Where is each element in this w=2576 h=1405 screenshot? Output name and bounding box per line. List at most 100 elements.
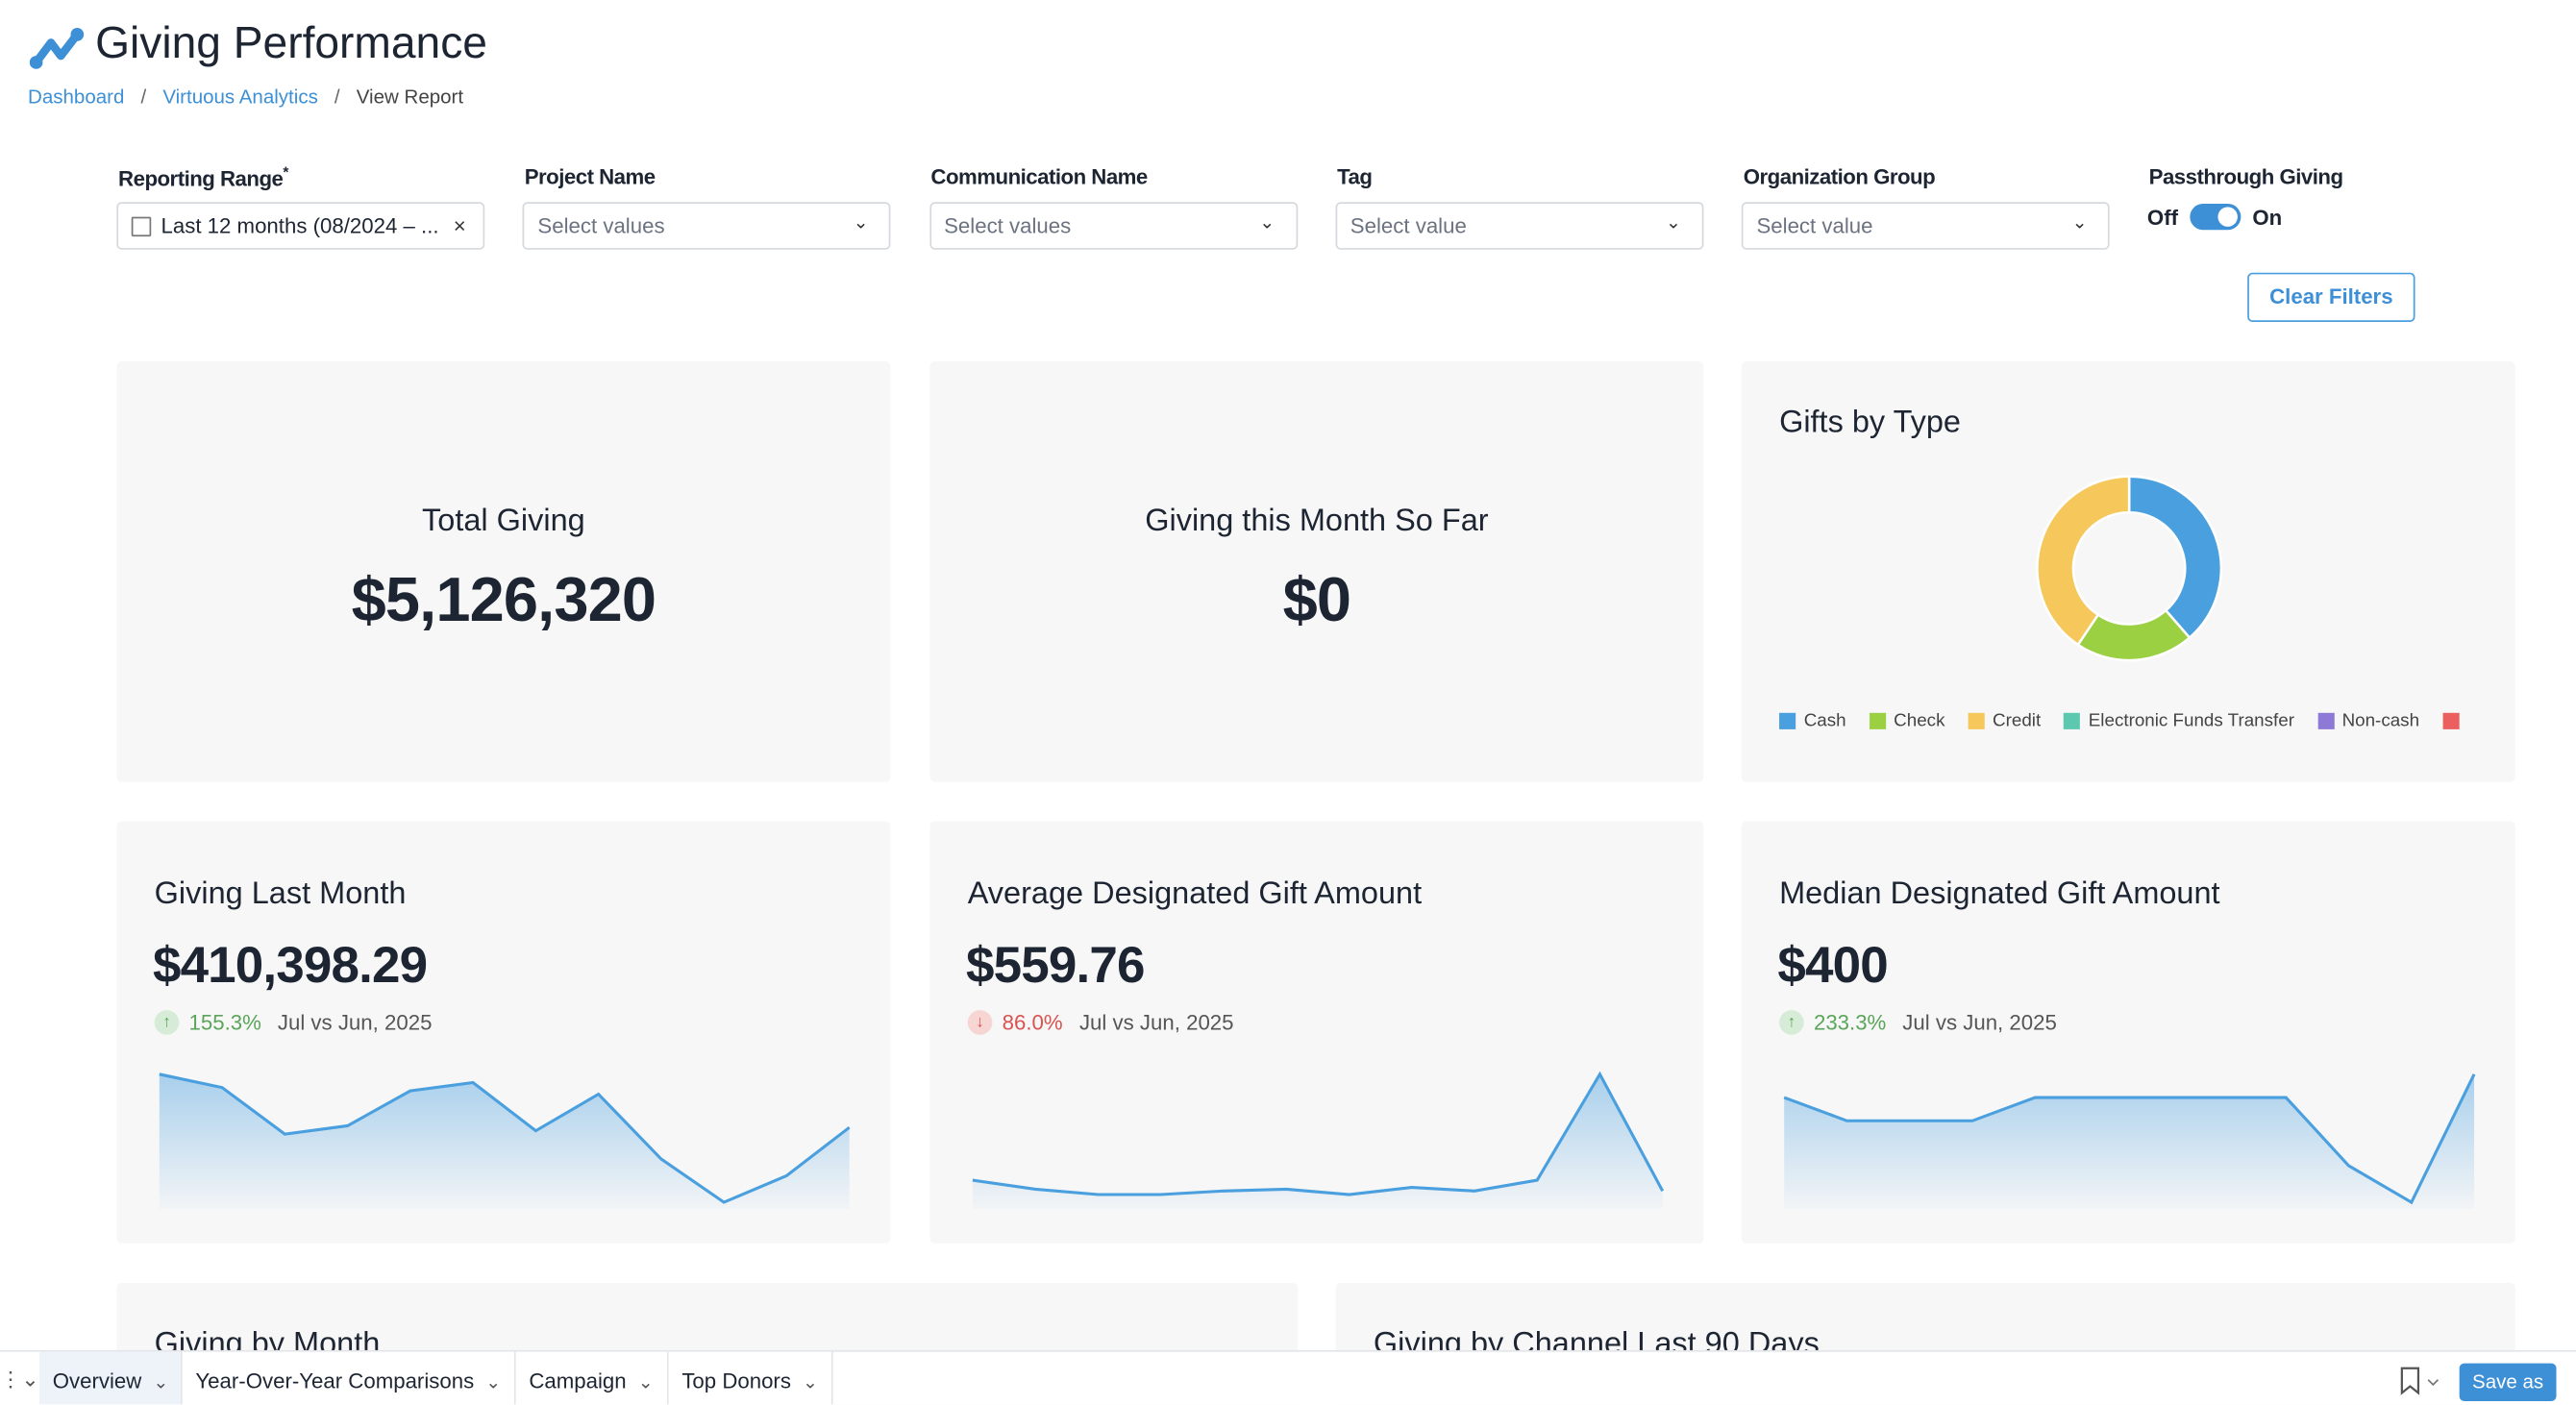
filter-input[interactable]: Select value ⌄: [1742, 202, 2110, 250]
legend-item[interactable]: Check: [1869, 711, 1945, 731]
kpi-card: Total Giving $5,126,320: [116, 361, 891, 782]
legend-item[interactable]: Electronic Funds Transfer: [2064, 711, 2294, 731]
tab-label: Year-Over-Year Comparisons: [195, 1368, 475, 1393]
chevron: ⌄: [1259, 213, 1276, 234]
kpi-title: Total Giving: [422, 504, 585, 539]
sparkline-line: [159, 1072, 851, 1204]
kpi-value: $0: [1282, 566, 1351, 636]
filter-input[interactable]: Select value ⌄: [1335, 202, 1704, 250]
trend-title: Median Designated Gift Amount: [1779, 876, 2220, 912]
change-period: Jul vs Jun, 2025: [1078, 1010, 1234, 1035]
change-period: Jul vs Jun, 2025: [1902, 1010, 2057, 1035]
separator: /: [334, 85, 340, 109]
change-value: 155.3%: [188, 1010, 261, 1035]
required-mark: *: [283, 163, 288, 182]
sparkline: [972, 1071, 1665, 1209]
legend-label: Credit: [1993, 711, 2042, 731]
tab-label: Campaign: [529, 1368, 627, 1393]
sparkline-area: [159, 1073, 850, 1209]
tab-chevron: ⌄: [148, 1372, 169, 1393]
tab-chevron: ⌄: [481, 1372, 502, 1393]
donut-slice: [2127, 475, 2223, 640]
legend-label: Electronic Funds Transfer: [2088, 711, 2295, 731]
filter-label: Communication Name: [930, 163, 1148, 189]
donut-slice: [2036, 475, 2131, 647]
breadcrumb: View Report: [356, 85, 464, 109]
legend-swatch: [1779, 712, 1796, 729]
change-icon: ↓: [967, 1010, 993, 1035]
kpi-value: $5,126,320: [351, 566, 656, 636]
legend-item[interactable]: [2441, 711, 2460, 731]
filter-value: Select values: [537, 213, 665, 238]
legend-item[interactable]: Cash: [1779, 711, 1846, 731]
logo: [29, 28, 85, 69]
trend-title: Average Designated Gift Amount: [967, 876, 1423, 912]
filter-value: Select values: [944, 213, 1072, 238]
donut-chart: [2036, 475, 2223, 662]
legend-swatch: [1869, 712, 1886, 729]
trend-card: Median Designated Gift Amount $400 ↑ 233.3%…: [1741, 821, 2515, 1244]
tab[interactable]: Overview ⌄: [39, 1351, 184, 1405]
trend-value: $410,398.29: [152, 936, 428, 995]
legend-label: Non-cash: [2341, 711, 2420, 731]
filter-label: Project Name: [524, 163, 656, 189]
filter-input[interactable]: Select values ⌄: [523, 202, 891, 250]
filter-label: Tag: [1337, 163, 1373, 189]
clear-filters-button[interactable]: Clear Filters: [2247, 272, 2415, 323]
filter-input[interactable]: Select values ⌄: [929, 202, 1298, 250]
bookmark-icon[interactable]: [2398, 1367, 2440, 1396]
breadcrumb[interactable]: Virtuous Analytics: [162, 85, 318, 109]
legend-swatch: [2316, 712, 2335, 729]
legend: Cash Check Credit Electronic Funds Transfer…: [1779, 711, 2460, 731]
breadcrumb[interactable]: Dashboard: [28, 85, 125, 109]
legend-item[interactable]: Non-cash: [2316, 711, 2420, 731]
sparkline: [159, 1072, 851, 1209]
donut-card: Gifts by Type Cash Check Credit Electronic F…: [1741, 361, 2515, 782]
chevron: ⌄: [1665, 213, 1681, 234]
kpi-title: Giving this Month So Far: [1145, 504, 1489, 539]
toggle[interactable]: [2190, 203, 2242, 231]
clear-icon[interactable]: ×: [453, 213, 466, 238]
trend-card: Average Designated Gift Amount $559.76 ↓ 86…: [929, 821, 1704, 1244]
chevron: ⌄: [853, 213, 869, 234]
filter-value: Select value: [1350, 213, 1467, 238]
change-icon: ↑: [154, 1010, 180, 1035]
toggle-label: Passthrough Giving: [2148, 163, 2343, 189]
tab-bar: ⋮⌄ Overview ⌄ Year-Over-Year Comparisons …: [0, 1349, 2576, 1405]
toggle-on: On: [2252, 205, 2283, 231]
filter-input[interactable]: Last 12 months (08/2024 – ... ×: [116, 202, 485, 250]
calendar-icon: [131, 216, 152, 237]
change-value: 86.0%: [1002, 1010, 1063, 1035]
page-title: Giving Performance: [95, 17, 487, 68]
sparkline-line: [972, 1071, 1665, 1196]
filter-label: Organization Group: [1743, 163, 1936, 189]
sparkline: [1783, 1073, 2476, 1209]
kpi-card: Giving this Month So Far $0: [929, 361, 1704, 782]
tab-chevron: ⌄: [797, 1372, 818, 1393]
legend-item[interactable]: Credit: [1968, 711, 2041, 731]
legend-label: Check: [1894, 711, 1945, 731]
chart-title: Gifts by Type: [1779, 406, 1961, 441]
trend-value: $400: [1777, 936, 1888, 995]
change-icon: ↑: [1779, 1010, 1804, 1035]
breadcrumbs: Dashboard / Virtuous Analytics / View Report: [28, 86, 463, 109]
tab-label: Overview: [52, 1368, 142, 1393]
change-period: Jul vs Jun, 2025: [277, 1010, 433, 1035]
legend-swatch: [2064, 712, 2081, 729]
separator: /: [140, 85, 147, 109]
toggle-knob: [2217, 207, 2238, 227]
chevron: ⌄: [2071, 213, 2088, 234]
legend-swatch: [1968, 712, 1985, 729]
legend-label: Cash: [1803, 711, 1846, 731]
save-as-button[interactable]: Save as: [2459, 1363, 2557, 1401]
trend-title: Giving Last Month: [154, 876, 407, 912]
filter-value: Last 12 months (08/2024 – ...: [161, 213, 439, 238]
tab[interactable]: Top Donors ⌄: [668, 1351, 833, 1405]
menu-icon[interactable]: ⋮⌄: [0, 1367, 39, 1392]
tab[interactable]: Campaign ⌄: [515, 1351, 668, 1405]
sparkline-area: [1784, 1073, 2475, 1209]
tab-chevron: ⌄: [632, 1372, 654, 1393]
filter-value: Select value: [1756, 213, 1873, 238]
tab[interactable]: Year-Over-Year Comparisons ⌄: [182, 1351, 516, 1405]
